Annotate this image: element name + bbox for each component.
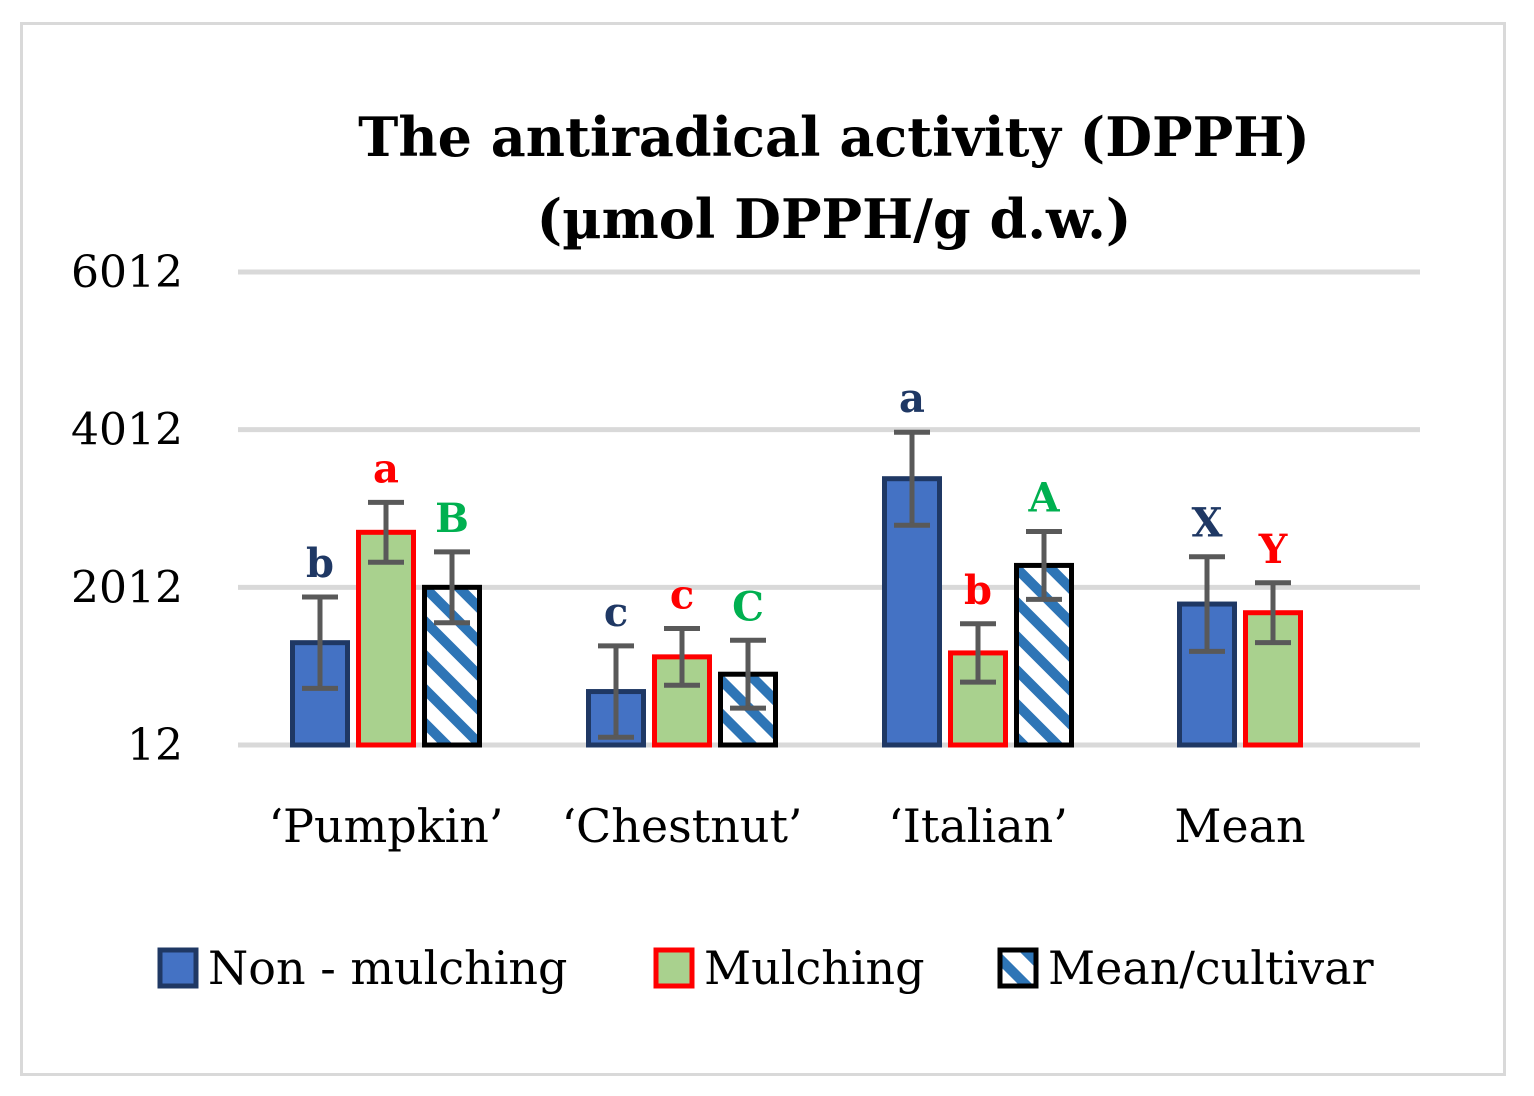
error-bar bbox=[598, 643, 634, 740]
legend-label: Non - mulching bbox=[208, 941, 568, 995]
x-category-label: ‘Italian’ bbox=[888, 799, 1068, 853]
y-axis-ticks: 12 2012 4012 6012 bbox=[71, 247, 183, 771]
chart-frame bbox=[20, 22, 1506, 1076]
significance-label: B bbox=[435, 495, 469, 542]
y-tick-label: 6012 bbox=[71, 247, 183, 298]
x-category-label: Mean bbox=[1174, 799, 1305, 853]
legend: Non - mulching Mulching Mean/cultivar bbox=[157, 941, 1374, 995]
error-bar bbox=[302, 594, 338, 691]
legend-swatch bbox=[997, 947, 1039, 989]
error-bar bbox=[1255, 580, 1291, 646]
x-category-label: ‘Chestnut’ bbox=[561, 799, 802, 853]
y-tick-label: 4012 bbox=[71, 405, 183, 456]
legend-swatch bbox=[653, 947, 695, 989]
significance-label: b bbox=[964, 567, 992, 614]
error-bar bbox=[368, 499, 404, 565]
significance-label: A bbox=[1027, 475, 1060, 522]
significance-label: a bbox=[899, 375, 925, 422]
y-tick-label: 12 bbox=[127, 720, 183, 771]
chart-title: The antiradical activity (DPPH) bbox=[358, 105, 1310, 169]
bar-mulching bbox=[356, 529, 416, 748]
error-bar bbox=[1189, 554, 1225, 654]
legend-swatch bbox=[157, 947, 199, 989]
significance-label: a bbox=[373, 445, 399, 492]
error-bar bbox=[664, 625, 700, 688]
error-bar bbox=[960, 621, 996, 685]
significance-label: X bbox=[1191, 500, 1222, 547]
significance-label: c bbox=[670, 571, 694, 618]
error-bar bbox=[894, 429, 930, 528]
legend-label: Mean/cultivar bbox=[1048, 941, 1374, 995]
x-axis-categories: ‘Pumpkin’ ‘Chestnut’ ‘Italian’ Mean bbox=[268, 799, 1305, 853]
legend-label: Mulching bbox=[704, 941, 925, 995]
error-bar bbox=[730, 637, 766, 711]
significance-label: C bbox=[732, 583, 764, 630]
significance-label: b bbox=[306, 540, 334, 587]
y-tick-label: 2012 bbox=[71, 562, 183, 613]
significance-label: Y bbox=[1258, 526, 1288, 573]
x-category-label: ‘Pumpkin’ bbox=[268, 799, 503, 853]
chart-subtitle: (µmol DPPH/g d.w.) bbox=[537, 187, 1132, 251]
significance-label: c bbox=[604, 589, 628, 636]
error-bar bbox=[1026, 529, 1062, 602]
error-bar bbox=[434, 549, 470, 626]
